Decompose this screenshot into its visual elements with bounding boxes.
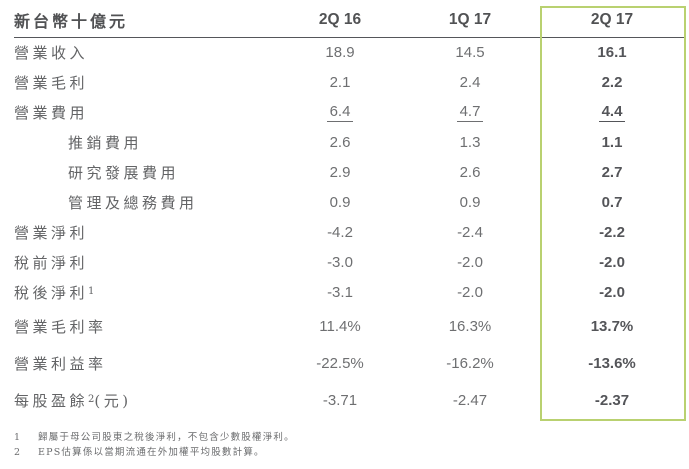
- value-cell: 2.4: [459, 74, 481, 91]
- value-cell: 2.6: [459, 164, 481, 181]
- column-header-1q17: 1Q 17: [400, 3, 540, 38]
- table-row-aftertax-income: 稅後淨利1 -3.1 -2.0 -2.0: [14, 278, 684, 308]
- table-row-selling-expenses: 推銷費用 2.6 1.3 1.1: [14, 128, 684, 158]
- row-label: 營業毛利: [14, 74, 89, 92]
- financial-summary-page: 新台幣十億元 2Q 16 1Q 17 2Q 17 營業收入 18.9 14.5 …: [0, 3, 689, 469]
- value-cell: 2.9: [329, 164, 351, 181]
- value-cell: 0.9: [329, 194, 351, 211]
- value-cell: 0.9: [459, 194, 481, 211]
- value-cell: -16.2%: [446, 354, 494, 372]
- value-cell: 1.1: [601, 134, 623, 151]
- table-row-ga-expenses: 管理及總務費用 0.9 0.9 0.7: [14, 188, 684, 218]
- table-row-operating-expenses: 營業費用 6.4 4.7 4.4: [14, 98, 684, 128]
- footnote-text: EPS估算係以當期流通在外加權平均股數計算。: [38, 446, 265, 458]
- column-header-2q16: 2Q 16: [280, 3, 400, 38]
- value-cell: 4.4: [540, 98, 684, 128]
- footnote-ref-2: 2: [88, 393, 95, 405]
- value-cell: 6.4: [280, 98, 400, 128]
- value-cell: 2.7: [601, 164, 623, 181]
- table-row-eps: 每股盈餘2(元) -3.71 -2.47 -2.37: [14, 382, 684, 419]
- table-row-revenue: 營業收入 18.9 14.5 16.1: [14, 38, 684, 68]
- table-row-pretax-income: 稅前淨利 -3.0 -2.0 -2.0: [14, 248, 684, 278]
- value-cell: 0.7: [601, 194, 623, 211]
- value-cell: -2.4: [457, 224, 483, 241]
- value-cell: 18.9: [325, 44, 355, 62]
- footnote-number: 1: [14, 431, 22, 443]
- value-cell: 16.1: [597, 44, 627, 62]
- footnotes: 1 歸屬于母公司股東之稅後淨利，不包含少數股權淨利。 2 EPS估算係以當期流通…: [14, 430, 689, 460]
- value-cell: -2.0: [599, 254, 625, 271]
- value-cell: -3.1: [327, 284, 353, 301]
- value-cell: -2.2: [599, 224, 625, 241]
- table-row-operating-income: 營業淨利 -4.2 -2.4 -2.2: [14, 218, 684, 248]
- row-label: 營業淨利: [14, 224, 89, 242]
- value-cell: 2.2: [601, 74, 623, 91]
- table-row-operating-margin: 營業利益率 -22.5% -16.2% -13.6%: [14, 345, 684, 382]
- footnote-1: 1 歸屬于母公司股東之稅後淨利，不包含少數股權淨利。: [14, 430, 689, 445]
- table-row-rd-expenses: 研究發展費用 2.9 2.6 2.7: [14, 158, 684, 188]
- value-cell: 14.5: [455, 44, 485, 62]
- row-label: 管理及總務費用: [68, 194, 198, 212]
- value-cell: -2.47: [452, 391, 488, 409]
- value-cell: -2.37: [594, 391, 630, 409]
- value-cell: 11.4%: [319, 317, 361, 335]
- row-label: 營業毛利率: [14, 317, 107, 336]
- row-label: 每股盈餘2(元): [14, 391, 132, 410]
- value-cell: -22.5%: [316, 354, 364, 372]
- value-cell: 2.6: [329, 134, 351, 151]
- value-cell: -2.0: [599, 284, 625, 301]
- value-cell: 16.3%: [448, 317, 492, 335]
- footnote-ref-1: 1: [88, 286, 95, 297]
- value-cell: -13.6%: [588, 354, 636, 372]
- table-row-gross-profit: 營業毛利 2.1 2.4 2.2: [14, 68, 684, 98]
- row-label: 稅後淨利1: [14, 284, 95, 302]
- value-cell: -4.2: [327, 224, 353, 241]
- row-label: 營業費用: [14, 104, 89, 122]
- row-label: 營業利益率: [14, 354, 107, 373]
- table-header-row: 新台幣十億元 2Q 16 1Q 17 2Q 17: [14, 3, 684, 38]
- row-label: 稅前淨利: [14, 254, 89, 272]
- value-cell: -2.0: [457, 284, 483, 301]
- row-label: 推銷費用: [68, 134, 143, 152]
- table-row-gross-margin: 營業毛利率 11.4% 16.3% 13.7%: [14, 308, 684, 345]
- row-label: 營業收入: [14, 44, 89, 63]
- footnote-number: 2: [14, 446, 22, 458]
- value-cell: 4.7: [400, 98, 540, 128]
- row-label: 研究發展費用: [68, 164, 180, 182]
- value-cell: -3.71: [322, 391, 358, 409]
- value-cell: -3.0: [327, 254, 353, 271]
- footnote-text: 歸屬于母公司股東之稅後淨利，不包含少數股權淨利。: [38, 431, 295, 443]
- value-cell: 2.1: [329, 74, 351, 91]
- value-cell: 13.7%: [590, 317, 634, 335]
- unit-header: 新台幣十億元: [14, 3, 280, 38]
- quarterly-financials-table: 新台幣十億元 2Q 16 1Q 17 2Q 17 營業收入 18.9 14.5 …: [14, 3, 684, 419]
- value-cell: 1.3: [459, 134, 481, 151]
- value-cell: -2.0: [457, 254, 483, 271]
- column-header-2q17: 2Q 17: [540, 3, 684, 38]
- footnote-2: 2 EPS估算係以當期流通在外加權平均股數計算。: [14, 445, 689, 460]
